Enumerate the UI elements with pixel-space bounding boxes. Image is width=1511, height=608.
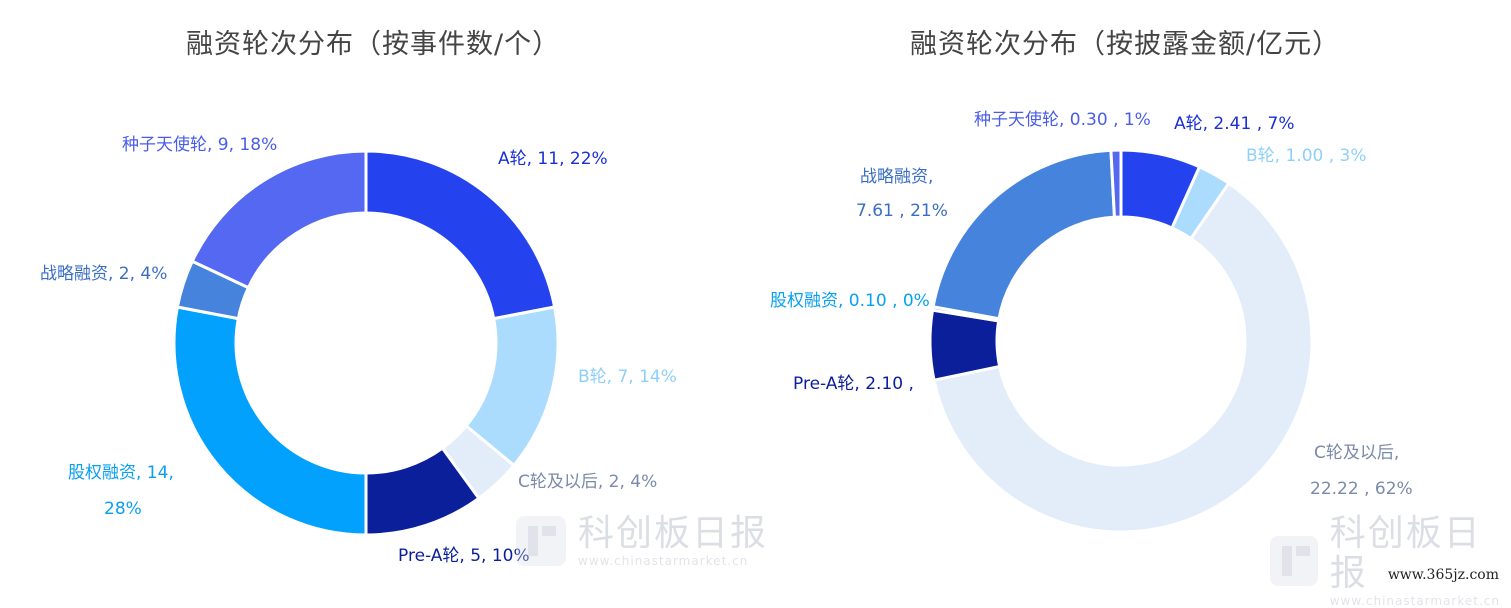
slice-label: C轮及以后, 2, 4% <box>518 472 657 492</box>
slice-label: 种子天使轮, 9, 18% <box>122 134 277 155</box>
slice-label: 战略融资, <box>860 167 933 187</box>
slice-label: 战略融资, 2, 4% <box>40 264 167 284</box>
chart-title-amount: 融资轮次分布（按披露金额/亿元） <box>910 29 1341 60</box>
watermark-logo-icon <box>1270 536 1318 586</box>
slice-种子天使轮 <box>190 149 368 290</box>
slice-label: A轮, 11, 22% <box>498 149 608 169</box>
slice-label-line2: 7.61 , 21% <box>856 201 948 221</box>
slice-label-line2: 22.22 , 62% <box>1310 479 1413 499</box>
watermark-brand: 科创板日报 <box>578 513 769 554</box>
slice-A轮 <box>364 149 557 321</box>
watermark-left: 科创板日报 www.chinastarmarket.cn <box>516 514 768 568</box>
slice-label: B轮, 7, 14% <box>578 367 677 387</box>
charts-canvas: A轮, 11, 22% B轮, 7, 14% C轮及以后, 2, 4% Pre-A轮,… <box>40 109 1413 566</box>
watermark-url: www.chinastarmarket.cn <box>578 554 749 568</box>
slice-label: Pre-A轮, 2.10 , <box>793 374 914 394</box>
slice-label: C轮及以后, <box>1314 443 1399 463</box>
slice-战略融资 <box>931 148 1117 321</box>
slice-label: 股权融资, 14, <box>68 463 174 483</box>
slice-label: 股权融资, 0.10 , 0% <box>770 291 930 311</box>
slice-label-line2: 28% <box>104 499 142 519</box>
slice-label: A轮, 2.41 , 7% <box>1174 114 1294 134</box>
donut-chart-1: A轮, 2.41 , 7% B轮, 1.00 , 3% C轮及以后, 22.22 , … <box>770 109 1413 534</box>
site-footer: www.365jz.com <box>1383 567 1503 583</box>
slice-种子天使轮 <box>1109 148 1123 219</box>
watermark-brand: 科创板日报 <box>1329 513 1482 594</box>
watermark-logo-icon <box>516 516 566 566</box>
slice-股权融资 <box>172 305 368 537</box>
watermark-right: 科创板日报 www.chinastarmarket.cn <box>1270 514 1511 608</box>
slice-label: 种子天使轮, 0.30 , 1% <box>974 109 1151 130</box>
slice-label: Pre-A轮, 5, 10% <box>398 546 530 566</box>
slice-C轮及以后 <box>932 181 1314 534</box>
watermark-url: www.chinastarmarket.cn <box>1329 594 1500 608</box>
donut-chart-0: A轮, 11, 22% B轮, 7, 14% C轮及以后, 2, 4% Pre-A轮,… <box>40 134 677 566</box>
chart-title-events: 融资轮次分布（按事件数/个） <box>186 29 561 60</box>
slice-label: B轮, 1.00 , 3% <box>1246 146 1367 166</box>
